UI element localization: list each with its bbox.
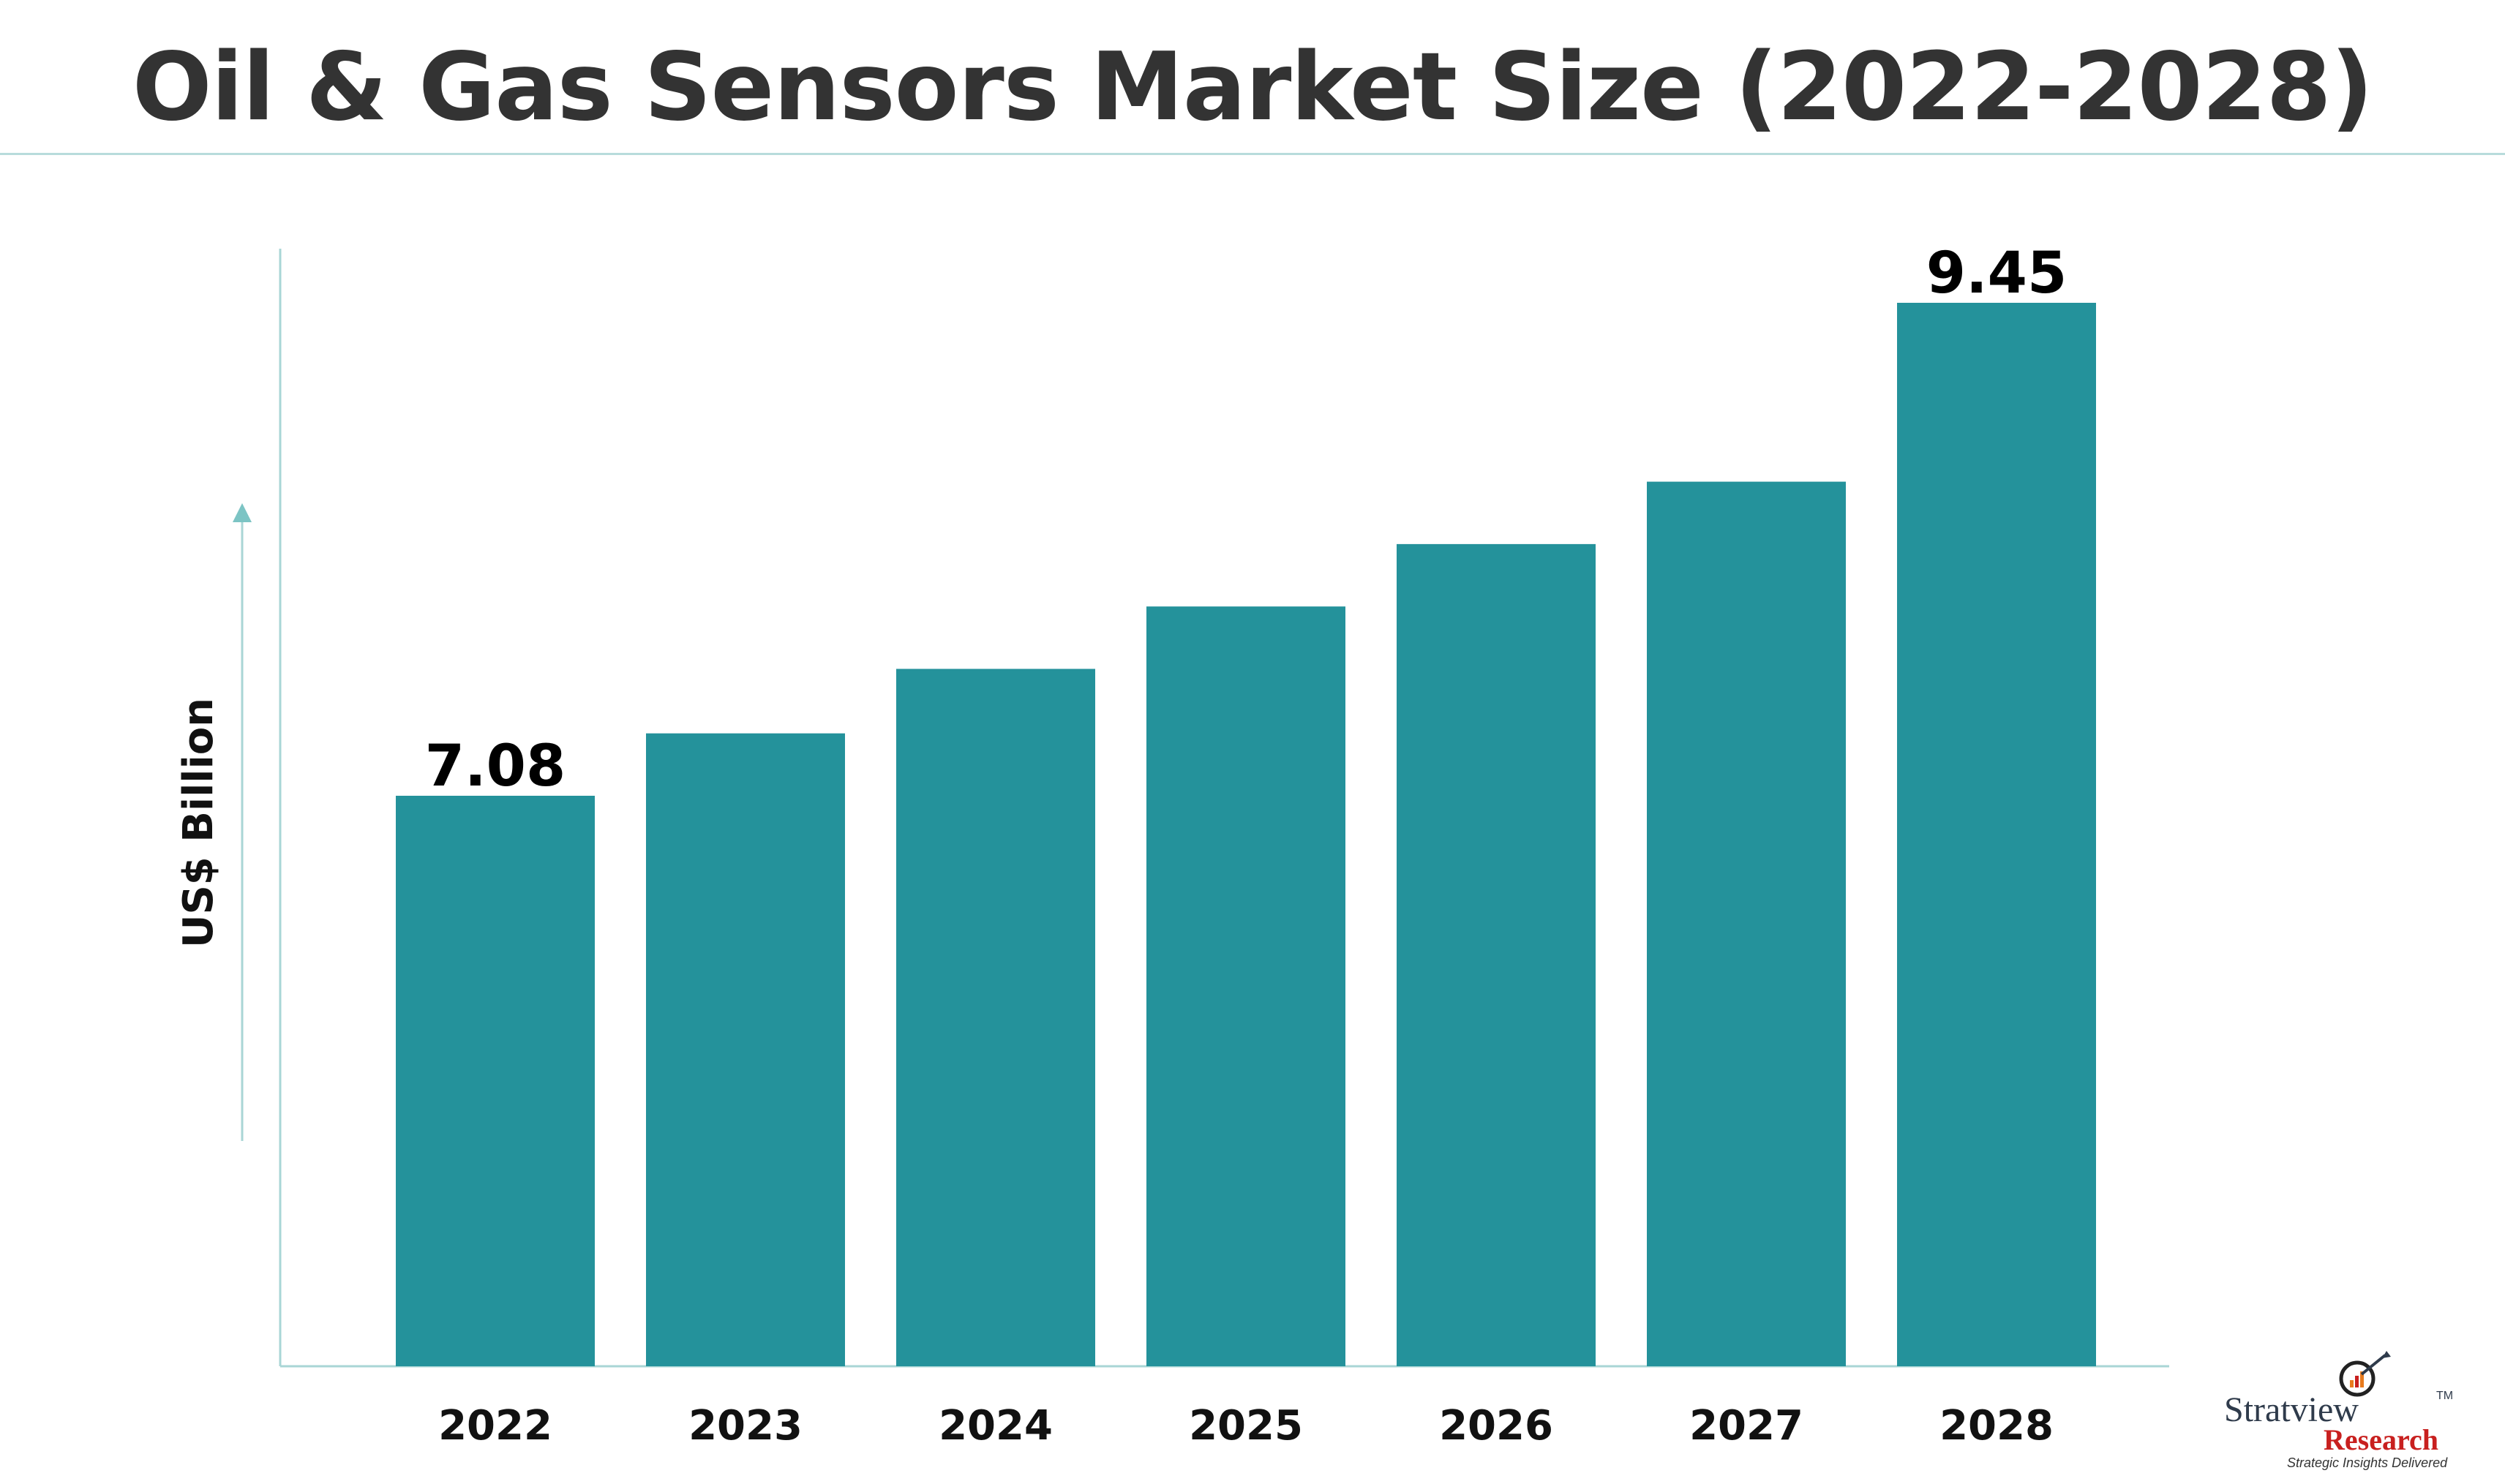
x-tick-label-2027: 2027 [1689,1402,1803,1450]
labels: US$ Billion 2022 7.08 2023 2024 2025 2026 2027 2… [175,241,2067,1450]
bar-2023 [646,733,845,1366]
x-tick-label-2028: 2028 [1939,1402,2054,1450]
chart-title: Oil & Gas Sensors Market Size (2022-2028… [132,33,2373,142]
x-tick-label-2022: 2022 [438,1402,552,1450]
bar-2028 [1897,303,2096,1366]
x-tick-label-2026: 2026 [1439,1402,1553,1450]
title-divider [0,153,2505,155]
bar-2027 [1647,481,1846,1366]
bars [396,303,2096,1366]
bar-2022 [396,796,595,1366]
bar-2024 [896,668,1095,1366]
data-label-2022: 7.08 [425,734,566,799]
data-label-2028: 9.45 [1926,241,2067,306]
x-tick-label-2024: 2024 [939,1402,1053,1450]
logo-research: Research [2324,1423,2438,1456]
logo-trademark: TM [2436,1390,2454,1402]
bar-2025 [1146,606,1345,1366]
y-axis-label: US$ Billion [175,698,222,948]
y-arrow-head-icon [233,503,252,522]
x-tick-label-2023: 2023 [688,1402,803,1450]
x-tick-label-2025: 2025 [1189,1402,1303,1450]
logo-tagline: Strategic Insights Delivered [2287,1455,2448,1470]
logo-target-icon [2339,1351,2391,1397]
stratview-logo: Stratview TM Research Strategic Insights… [2224,1349,2465,1474]
bar-2026 [1397,543,1596,1366]
logo-wordmark: Stratview [2224,1390,2359,1429]
